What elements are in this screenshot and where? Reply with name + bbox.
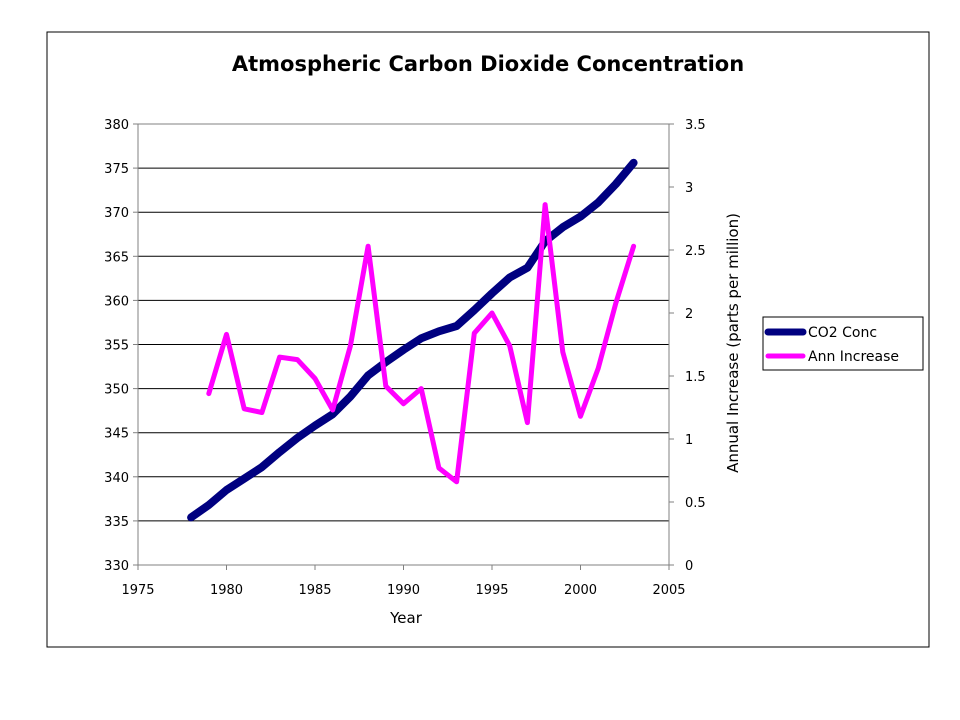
legend-label-co2: CO2 Conc — [808, 325, 877, 341]
y2-tick-label: 2.5 — [685, 244, 706, 259]
y-tick-label: 375 — [104, 162, 129, 177]
x-tick-label: 1985 — [298, 583, 331, 598]
y-tick-label: 360 — [104, 294, 129, 309]
legend: CO2 Conc Ann Increase — [763, 317, 923, 370]
y2-tick-label: 1 — [685, 433, 693, 448]
y2-tick-label: 3.5 — [685, 118, 706, 133]
legend-label-increase: Ann Increase — [808, 349, 899, 365]
x-tick-label: 2005 — [652, 583, 685, 598]
y-tick-label: 365 — [104, 250, 129, 265]
x-axis-title: Year — [389, 609, 423, 627]
y2-tick-label: 1.5 — [685, 370, 706, 385]
y-tick-label: 355 — [104, 339, 129, 354]
y-tick-label: 335 — [104, 515, 129, 530]
x-tick-label: 1990 — [387, 583, 420, 598]
y2-tick-label: 0.5 — [685, 496, 706, 511]
y2-axis-title: Annual Increase (parts per million) — [724, 213, 742, 473]
x-tick-label: 1980 — [210, 583, 243, 598]
y-tick-label: 380 — [104, 118, 129, 133]
y2-tick-label: 2 — [685, 307, 693, 322]
chart-title: Atmospheric Carbon Dioxide Concentration — [232, 52, 744, 76]
y-tick-label: 350 — [104, 383, 129, 398]
x-tick-label: 1995 — [475, 583, 508, 598]
y-tick-label: 340 — [104, 471, 129, 486]
y-tick-label: 330 — [104, 559, 129, 574]
x-tick-label: 1975 — [121, 583, 154, 598]
chart: Atmospheric Carbon Dioxide Concentration… — [0, 0, 960, 720]
y2-tick-label: 0 — [685, 559, 693, 574]
y-tick-label: 345 — [104, 427, 129, 442]
x-tick-label: 2000 — [564, 583, 597, 598]
y2-tick-label: 3 — [685, 181, 693, 196]
y-tick-label: 370 — [104, 206, 129, 221]
